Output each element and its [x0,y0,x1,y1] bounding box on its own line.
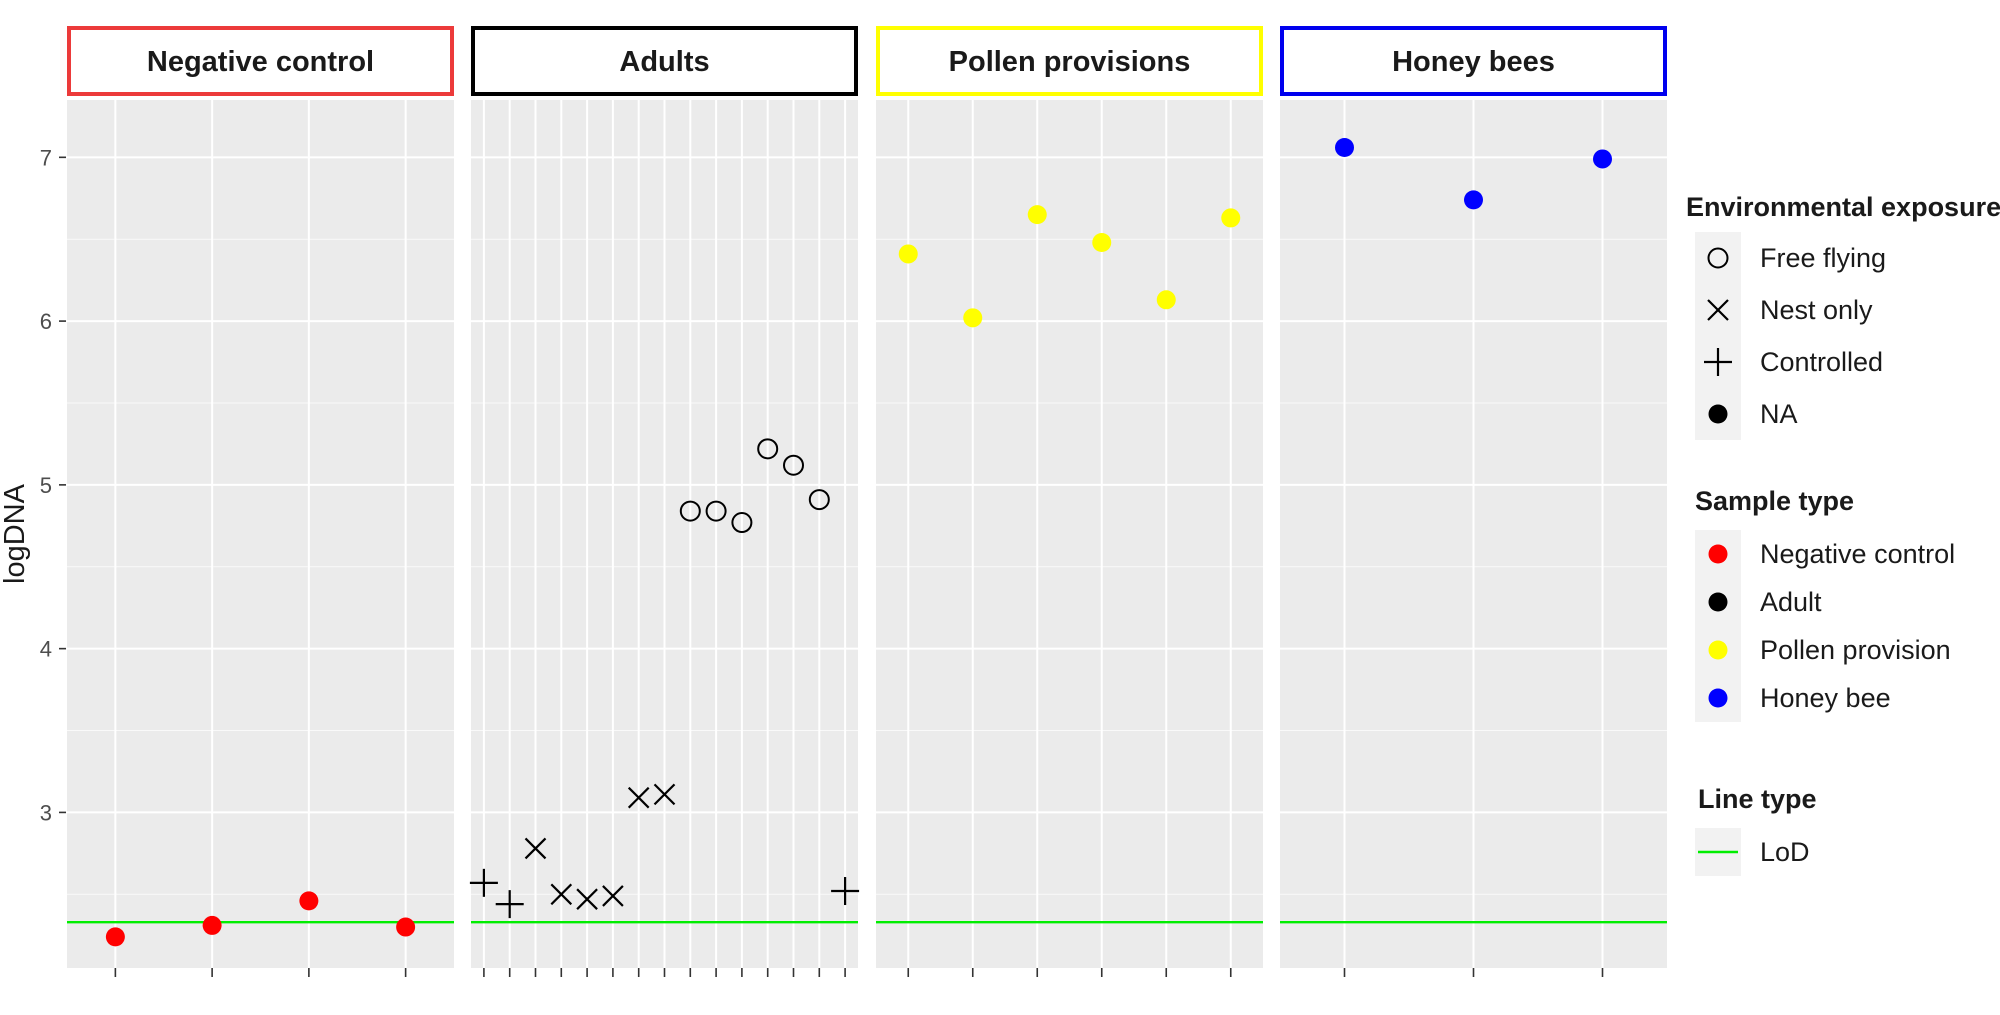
y-tick-label: 3 [40,800,52,825]
legend-key-symbol [1708,640,1728,660]
y-tick-label: 4 [40,637,52,662]
legend-item-label: Pollen provision [1760,635,1951,665]
data-point [1092,232,1112,252]
legend-title: Line type [1698,784,1817,814]
data-point [469,868,498,897]
panel-background [876,100,1263,968]
data-point [299,891,319,911]
data-point [602,885,624,907]
data-point [757,438,779,460]
legend-item-label: Controlled [1760,347,1883,377]
data-point [1221,208,1241,228]
data-point-stroke-2 [653,783,676,806]
data-point [627,786,650,809]
data-point [105,927,125,947]
legend-item-label: LoD [1760,837,1810,867]
data-point [898,244,918,264]
data-point [705,500,727,522]
data-point [963,308,983,328]
data-point-stroke-2 [627,786,650,809]
data-point [783,454,804,476]
data-point [808,489,830,511]
panel-background [67,100,454,968]
facet-panel-adults: Adults [469,26,860,977]
data-point [1027,205,1047,225]
y-tick-label: 7 [40,145,52,170]
legend-line-type: Line type LoD [1695,784,1817,876]
data-point [550,883,573,906]
strip-header-title: Pollen provisions [949,46,1191,78]
facet-panel-negative-control: Negative control [67,26,454,977]
legend-key-symbol-stroke-2 [1707,299,1729,321]
legend-item-label: Negative control [1760,539,1955,569]
legend-key-symbol [1708,544,1728,564]
legend-item-label: Nest only [1760,295,1873,325]
data-point [1156,290,1176,310]
strip-header-title: Adults [619,46,709,78]
legend-key-symbol [1707,247,1729,269]
facet-panel-honey-bees: Honey bees [1280,26,1667,977]
data-point [831,877,860,906]
data-point-stroke-2 [550,883,573,906]
data-point [202,915,222,935]
data-point [1593,149,1612,169]
legend-item-label: Honey bee [1760,683,1891,713]
data-point [495,890,524,919]
legend-key-symbol [1707,299,1729,321]
data-point [1464,190,1483,210]
facet-panel-pollen-provisions: Pollen provisions [876,26,1263,977]
data-point [576,888,598,910]
legend-title: Environmental exposure [1686,192,2000,222]
strip-header-title: Negative control [147,46,374,78]
data-point [396,917,416,937]
legend-key-symbol [1708,688,1728,708]
data-point [679,500,701,522]
data-point [653,783,676,806]
y-axis: 3 4 5 6 7 logDNA [0,145,66,825]
legend-environmental-exposure: Environmental exposure Free flying Nest on… [1686,192,2000,440]
y-tick-label: 5 [40,473,52,498]
legend-title: Sample type [1695,486,1854,516]
data-point-stroke-2 [524,837,547,860]
legend-key-symbol [1708,592,1728,612]
y-axis-title: logDNA [0,483,31,584]
strip-header-box [471,26,858,96]
legend-item-label: NA [1760,399,1798,429]
strip-header-box [876,26,1263,96]
data-point [1335,137,1354,157]
strip-header-box [67,26,454,96]
strip-header-title: Honey bees [1392,46,1555,78]
data-point [731,512,753,534]
legend-sample-type: Sample type Negative control Adult Pollen p… [1695,486,1955,722]
data-point-stroke-2 [576,888,598,910]
legend-key-symbol [1708,404,1728,424]
legend-item-label: Adult [1760,587,1822,617]
data-point [524,837,547,860]
data-point-stroke-2 [602,885,624,907]
legend-key-symbol [1704,348,1732,376]
strip-header-box [1280,26,1667,96]
y-tick-label: 6 [40,309,52,334]
legend-item-label: Free flying [1760,243,1886,273]
